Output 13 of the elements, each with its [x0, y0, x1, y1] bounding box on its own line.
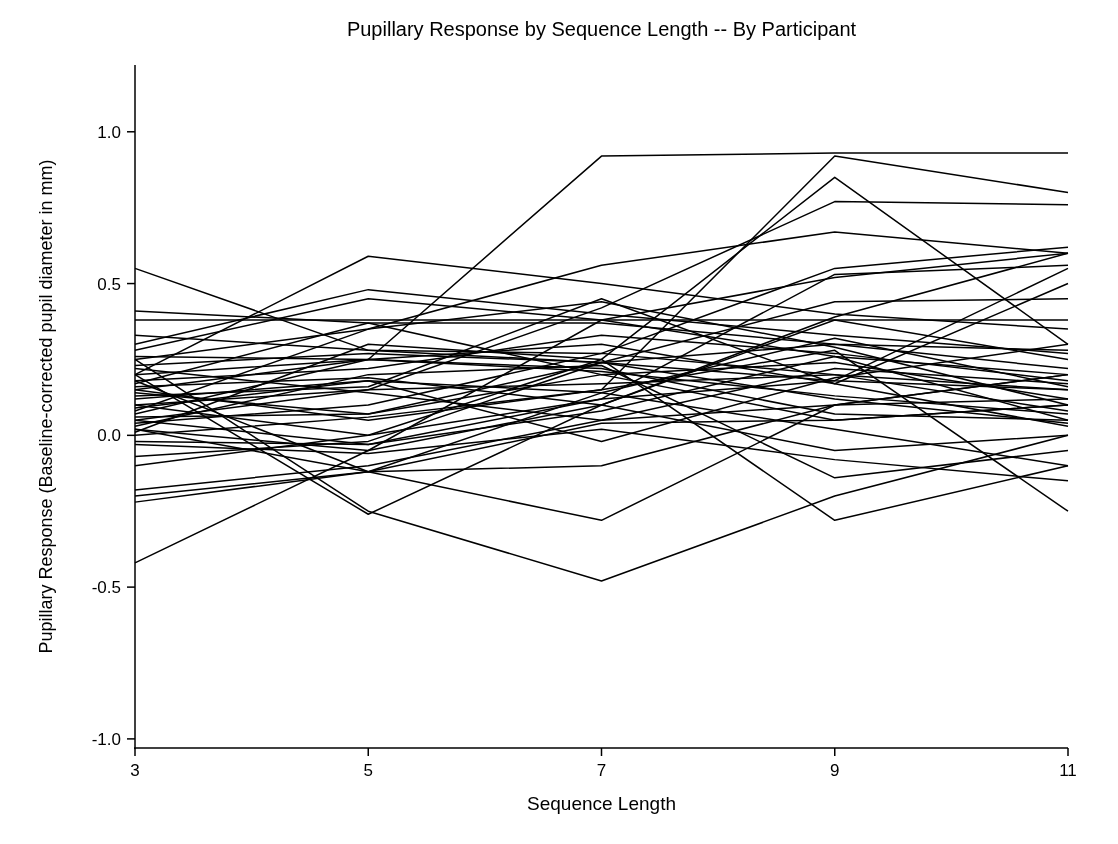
- y-tick-label: 0.0: [97, 426, 121, 446]
- x-tick-label: 7: [596, 761, 607, 780]
- y-tick-label: 0.5: [97, 274, 121, 294]
- x-tick-label: 9: [830, 761, 840, 780]
- y-axis-title: Pupillary Response (Baseline-corrected pupil diameter in mm): [36, 159, 56, 654]
- chart-title: Pupillary Response by Sequence Length -- By Participant: [346, 18, 857, 40]
- y-tick-label: 1.0: [97, 122, 121, 142]
- y-tick-label: -0.5: [91, 578, 121, 598]
- x-tick-label: 11: [1059, 761, 1077, 780]
- x-tick-label: 5: [363, 761, 373, 780]
- x-axis-title: Sequence Length: [527, 793, 676, 814]
- y-tick-label: -1.0: [91, 729, 121, 749]
- x-tick-label: 3: [130, 761, 140, 780]
